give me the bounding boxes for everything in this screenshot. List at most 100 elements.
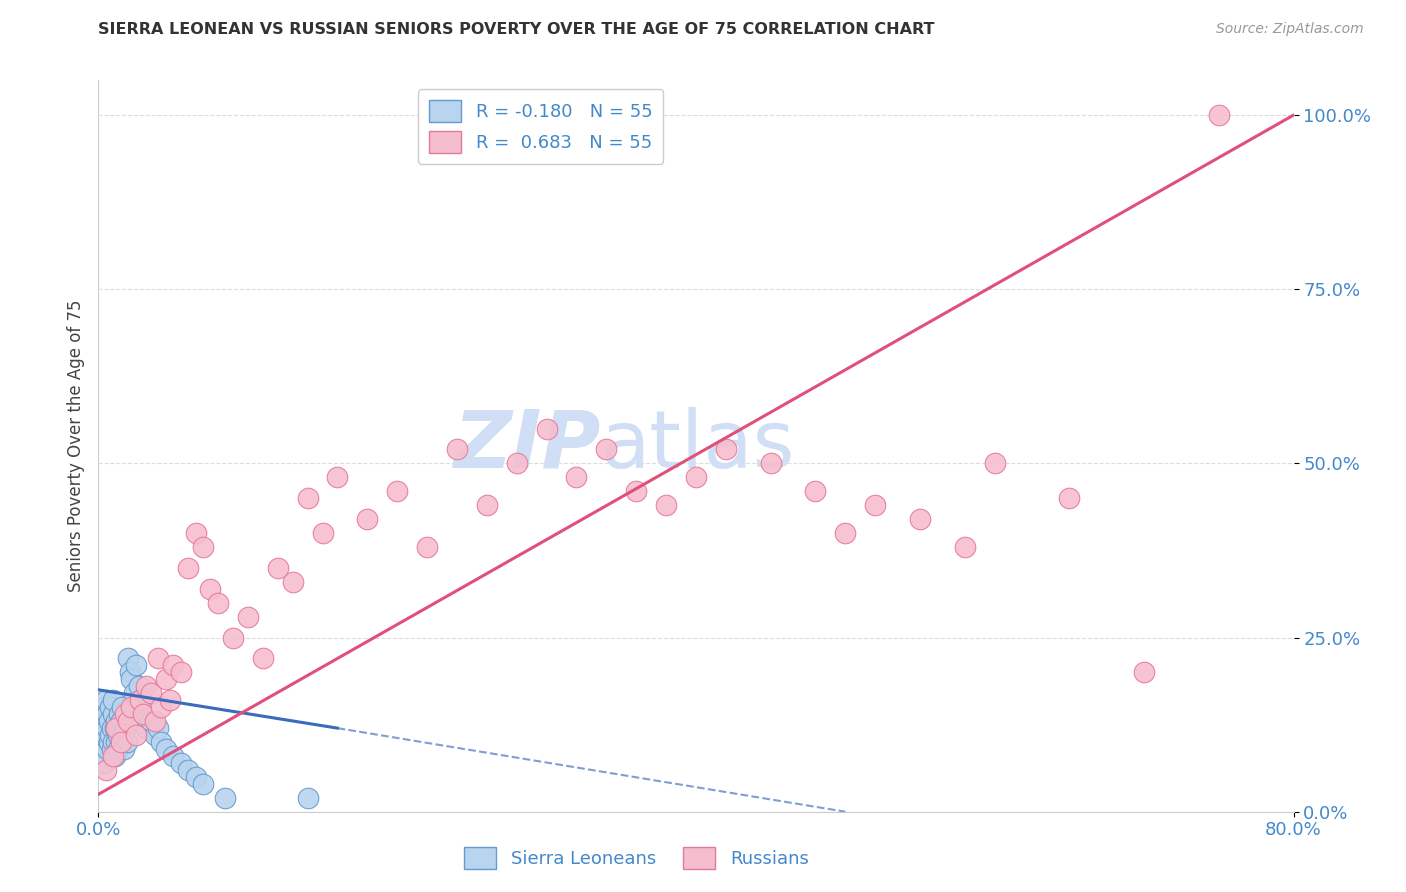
Point <box>135 679 157 693</box>
Point <box>267 561 290 575</box>
Point <box>155 742 177 756</box>
Point <box>655 498 678 512</box>
Point <box>565 470 588 484</box>
Point <box>114 721 136 735</box>
Point <box>129 693 152 707</box>
Point <box>159 693 181 707</box>
Point <box>111 728 134 742</box>
Point <box>105 714 128 728</box>
Point <box>110 735 132 749</box>
Point <box>107 742 129 756</box>
Point <box>150 700 173 714</box>
Point <box>139 714 162 728</box>
Text: ZIP: ZIP <box>453 407 600 485</box>
Point <box>908 512 931 526</box>
Point <box>135 721 157 735</box>
Point <box>105 721 128 735</box>
Point <box>191 777 214 791</box>
Point <box>155 673 177 687</box>
Legend: Sierra Leoneans, Russians: Sierra Leoneans, Russians <box>457 839 815 876</box>
Point <box>103 735 125 749</box>
Point <box>108 707 131 722</box>
Point <box>759 457 782 471</box>
Point <box>252 651 274 665</box>
Point <box>311 526 333 541</box>
Point <box>125 658 148 673</box>
Point <box>446 442 468 457</box>
Point <box>111 700 134 714</box>
Point <box>118 665 141 680</box>
Point <box>281 574 304 589</box>
Point <box>184 526 207 541</box>
Point <box>139 686 162 700</box>
Point <box>714 442 737 457</box>
Point <box>94 714 117 728</box>
Point <box>475 498 498 512</box>
Point <box>117 714 139 728</box>
Point <box>96 742 118 756</box>
Point <box>96 707 118 722</box>
Point <box>117 651 139 665</box>
Point <box>624 484 647 499</box>
Point <box>129 693 152 707</box>
Point <box>385 484 409 499</box>
Point <box>112 742 135 756</box>
Point <box>101 742 124 756</box>
Point <box>200 582 222 596</box>
Point <box>93 756 115 770</box>
Point <box>105 735 128 749</box>
Point <box>1208 108 1230 122</box>
Point <box>506 457 529 471</box>
Point <box>110 714 132 728</box>
Point <box>98 700 122 714</box>
Point <box>222 631 245 645</box>
Point <box>103 707 125 722</box>
Point <box>96 721 118 735</box>
Point <box>804 484 827 499</box>
Point <box>169 756 191 770</box>
Point <box>150 735 173 749</box>
Text: atlas: atlas <box>600 407 794 485</box>
Point <box>120 700 142 714</box>
Point <box>104 721 127 735</box>
Point <box>115 735 138 749</box>
Point <box>132 707 155 722</box>
Point <box>1059 491 1081 506</box>
Point <box>685 470 707 484</box>
Point <box>97 714 120 728</box>
Point <box>125 728 148 742</box>
Point <box>214 790 236 805</box>
Point <box>148 651 170 665</box>
Point <box>834 526 856 541</box>
Point <box>107 728 129 742</box>
Point <box>94 693 117 707</box>
Point <box>143 714 166 728</box>
Point <box>90 735 112 749</box>
Point <box>93 700 115 714</box>
Point <box>103 693 125 707</box>
Point <box>143 728 166 742</box>
Point <box>953 540 976 554</box>
Point <box>236 609 259 624</box>
Point <box>98 728 122 742</box>
Point <box>169 665 191 680</box>
Point <box>97 735 120 749</box>
Y-axis label: Seniors Poverty Over the Age of 75: Seniors Poverty Over the Age of 75 <box>66 300 84 592</box>
Point <box>184 770 207 784</box>
Point <box>162 658 184 673</box>
Point <box>162 749 184 764</box>
Point <box>91 749 114 764</box>
Point <box>297 491 319 506</box>
Point <box>124 686 146 700</box>
Point <box>91 721 114 735</box>
Point <box>148 721 170 735</box>
Point <box>101 721 124 735</box>
Point <box>132 707 155 722</box>
Point <box>94 728 117 742</box>
Point <box>177 561 200 575</box>
Point <box>177 763 200 777</box>
Point <box>191 540 214 554</box>
Point <box>297 790 319 805</box>
Point <box>104 749 127 764</box>
Point <box>103 749 125 764</box>
